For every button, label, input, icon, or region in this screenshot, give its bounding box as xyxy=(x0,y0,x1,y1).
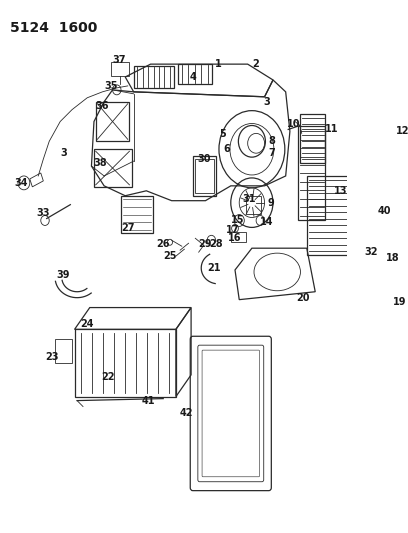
Text: 39: 39 xyxy=(57,270,70,280)
Text: 5: 5 xyxy=(219,130,226,140)
Text: 19: 19 xyxy=(393,297,406,306)
Bar xyxy=(195,159,214,193)
Text: 27: 27 xyxy=(121,223,135,233)
Text: 9: 9 xyxy=(268,198,275,208)
Bar xyxy=(397,133,408,146)
Text: 36: 36 xyxy=(95,101,109,111)
Bar xyxy=(307,176,379,255)
Bar xyxy=(94,149,132,187)
Bar xyxy=(366,252,384,266)
Text: 23: 23 xyxy=(45,352,58,362)
Text: 20: 20 xyxy=(296,293,309,303)
Text: 42: 42 xyxy=(180,408,194,418)
Bar xyxy=(395,132,408,147)
Text: 30: 30 xyxy=(197,154,211,164)
Text: 8: 8 xyxy=(268,136,275,147)
Text: 38: 38 xyxy=(93,158,107,168)
Bar xyxy=(246,196,261,214)
Text: 1: 1 xyxy=(215,59,222,69)
Text: 40: 40 xyxy=(378,206,391,215)
Text: 5124  1600: 5124 1600 xyxy=(9,21,97,35)
Bar xyxy=(55,339,72,363)
Text: 26: 26 xyxy=(157,239,170,249)
Text: 37: 37 xyxy=(113,55,126,65)
Text: 3: 3 xyxy=(263,96,270,107)
Bar xyxy=(178,64,212,84)
Text: 3: 3 xyxy=(60,148,67,158)
Bar xyxy=(231,232,246,243)
Bar xyxy=(111,62,129,76)
Text: 6: 6 xyxy=(223,144,230,154)
Text: 34: 34 xyxy=(15,178,28,188)
Text: 10: 10 xyxy=(287,118,301,128)
Text: 24: 24 xyxy=(80,319,94,329)
Text: 15: 15 xyxy=(231,215,244,225)
Text: 41: 41 xyxy=(141,395,155,406)
Text: 12: 12 xyxy=(396,126,408,136)
Bar xyxy=(298,126,325,221)
Text: 16: 16 xyxy=(228,233,242,243)
Text: 13: 13 xyxy=(334,186,347,196)
Bar xyxy=(300,114,325,163)
Text: 32: 32 xyxy=(364,247,378,257)
Text: 18: 18 xyxy=(386,253,400,263)
Bar xyxy=(75,329,176,397)
Text: 22: 22 xyxy=(102,372,115,382)
Text: 33: 33 xyxy=(37,207,50,217)
Text: 11: 11 xyxy=(325,124,339,134)
Bar xyxy=(121,196,153,233)
Bar xyxy=(193,156,216,196)
Text: 14: 14 xyxy=(259,217,273,228)
Text: 4: 4 xyxy=(189,72,196,82)
Text: 25: 25 xyxy=(163,251,177,261)
Text: 2: 2 xyxy=(253,59,259,69)
Text: 35: 35 xyxy=(104,81,118,91)
Bar xyxy=(95,102,129,141)
Text: 28: 28 xyxy=(209,239,222,249)
Text: 21: 21 xyxy=(207,263,221,273)
Text: 17: 17 xyxy=(226,225,239,236)
Bar xyxy=(134,66,174,88)
Text: 29: 29 xyxy=(199,239,212,249)
Text: 31: 31 xyxy=(243,193,256,204)
Text: 7: 7 xyxy=(268,148,275,158)
Bar xyxy=(380,176,399,255)
